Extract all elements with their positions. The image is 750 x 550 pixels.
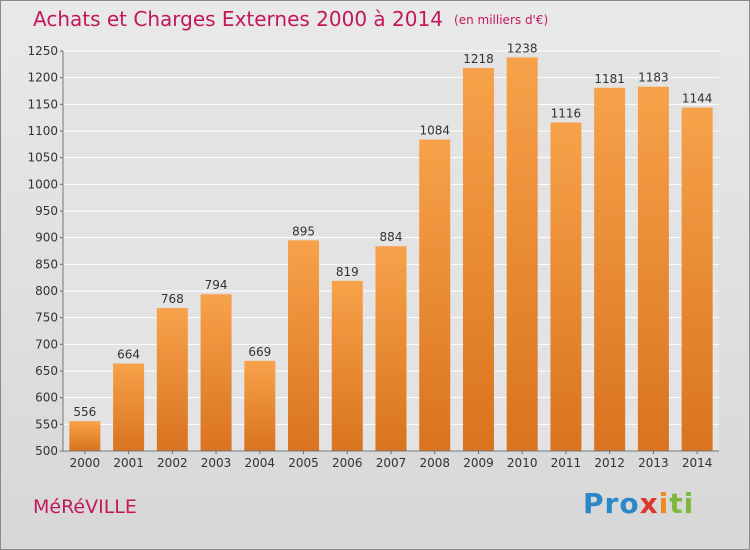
title-text: Achats et Charges Externes 2000 à 2014 [33, 7, 443, 31]
bar [462, 68, 494, 452]
data-label: 669 [248, 345, 271, 359]
bar [288, 240, 320, 451]
y-tick-label: 900 [35, 231, 58, 245]
data-label: 556 [73, 405, 96, 419]
y-tick-label: 1150 [27, 97, 58, 111]
y-tick-label: 800 [35, 284, 58, 298]
x-tick-label: 2011 [551, 456, 582, 470]
data-label: 1218 [463, 52, 494, 66]
x-tick-label: 2007 [376, 456, 407, 470]
bar [375, 246, 407, 451]
bar [200, 294, 232, 451]
bar [506, 57, 538, 452]
data-label: 1116 [551, 106, 582, 120]
data-label: 768 [161, 292, 184, 306]
town-name: MéRéVILLE [33, 496, 137, 518]
bar [419, 139, 451, 452]
y-tick-label: 650 [35, 364, 58, 378]
x-tick-label: 2013 [638, 456, 669, 470]
data-label: 1181 [594, 72, 625, 86]
logo-part-4: ti [669, 487, 695, 520]
unit-label: (en milliers d'€) [454, 13, 549, 27]
bar [550, 122, 582, 451]
y-tick-label: 950 [35, 204, 58, 218]
y-tick-label: 1100 [27, 124, 58, 138]
chart-title: Achats et Charges Externes 2000 à 2014 (… [33, 7, 548, 31]
y-tick-label: 1200 [27, 71, 58, 85]
x-tick-label: 2000 [70, 456, 101, 470]
data-label: 1084 [419, 124, 450, 138]
data-label: 1183 [638, 71, 669, 85]
data-label: 664 [117, 348, 140, 362]
x-tick-label: 2005 [288, 456, 319, 470]
bar [637, 86, 669, 451]
logo-part-1: Pro [583, 487, 640, 520]
x-tick-label: 2014 [682, 456, 713, 470]
data-label: 895 [292, 224, 315, 238]
y-tick-label: 750 [35, 311, 58, 325]
y-tick-label: 850 [35, 257, 58, 271]
proxiti-logo: Proxiti [583, 487, 694, 520]
y-tick-label: 550 [35, 417, 58, 431]
bar [681, 107, 713, 452]
bar [69, 421, 101, 451]
bar [156, 308, 188, 451]
logo-part-2: x [639, 487, 659, 520]
y-tick-label: 600 [35, 391, 58, 405]
bar [331, 280, 363, 451]
x-tick-label: 2001 [113, 456, 144, 470]
x-tick-label: 2003 [201, 456, 232, 470]
x-tick-label: 2012 [594, 456, 625, 470]
x-tick-label: 2002 [157, 456, 188, 470]
x-tick-label: 2006 [332, 456, 363, 470]
x-tick-label: 2010 [507, 456, 538, 470]
y-tick-label: 1250 [27, 44, 58, 58]
bar [594, 87, 626, 452]
data-label: 1144 [682, 92, 713, 106]
y-tick-label: 1050 [27, 151, 58, 165]
data-label: 884 [380, 230, 403, 244]
x-tick-label: 2008 [419, 456, 450, 470]
y-tick-label: 500 [35, 444, 58, 458]
data-label: 794 [205, 278, 228, 292]
data-label: 1238 [507, 41, 538, 55]
bar [113, 363, 145, 451]
logo-part-3: i [658, 487, 670, 520]
x-tick-label: 2009 [463, 456, 494, 470]
x-tick-label: 2004 [245, 456, 276, 470]
y-tick-label: 1000 [27, 177, 58, 191]
bar [244, 360, 276, 451]
y-tick-label: 700 [35, 337, 58, 351]
data-label: 819 [336, 265, 359, 279]
